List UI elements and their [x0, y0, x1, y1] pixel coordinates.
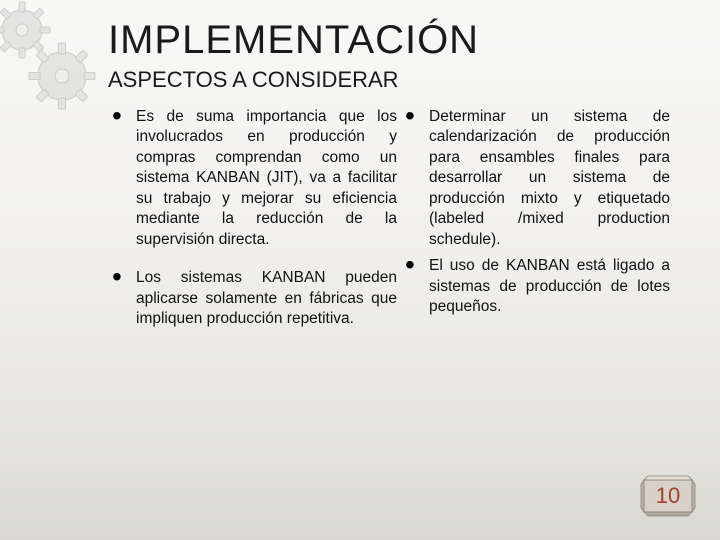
- page-number: 10: [640, 474, 696, 518]
- slide-subtitle: ASPECTOS A CONSIDERAR: [108, 67, 696, 93]
- slide-content: IMPLEMENTACIÓN ASPECTOS A CONSIDERAR • E…: [0, 0, 720, 336]
- list-item: • El uso de KANBAN está ligado a sistema…: [405, 256, 670, 317]
- bullet-text: Los sistemas KANBAN pueden aplicarse sol…: [136, 268, 397, 329]
- bullet-text: Es de suma importancia que los involucra…: [136, 107, 397, 250]
- bullet-text: El uso de KANBAN está ligado a sistemas …: [429, 256, 670, 317]
- bullet-dot: •: [405, 107, 429, 250]
- bullet-text: Determinar un sistema de calendarización…: [429, 107, 670, 250]
- bullet-dot: •: [112, 268, 136, 329]
- bullet-dot: •: [112, 107, 136, 250]
- slide-title: IMPLEMENTACIÓN: [108, 18, 696, 63]
- list-item: • Los sistemas KANBAN pueden aplicarse s…: [112, 268, 397, 329]
- bullet-dot: •: [405, 256, 429, 317]
- bullet-columns: • Es de suma importancia que los involuc…: [108, 107, 696, 336]
- right-column: • Determinar un sistema de calendarizaci…: [405, 107, 670, 336]
- page-number-badge: 10: [640, 474, 696, 518]
- list-item: • Determinar un sistema de calendarizaci…: [405, 107, 670, 250]
- left-column: • Es de suma importancia que los involuc…: [112, 107, 397, 336]
- list-item: • Es de suma importancia que los involuc…: [112, 107, 397, 250]
